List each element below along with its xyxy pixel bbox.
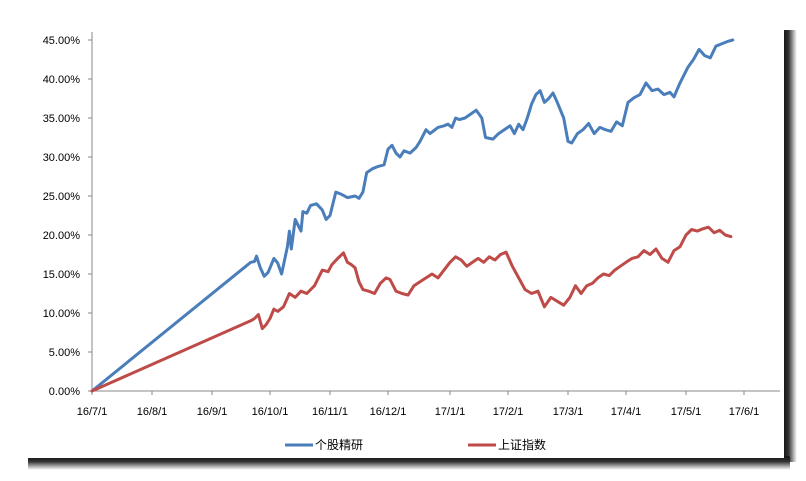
y-tick-label: 20.00% xyxy=(43,230,81,242)
x-tick-label: 17/6/1 xyxy=(729,406,760,418)
frame-shadow-right xyxy=(783,30,797,462)
series-lines xyxy=(90,38,735,393)
x-tick-label: 17/1/1 xyxy=(435,406,466,418)
chart-card xyxy=(18,22,784,458)
x-tick-labels: 16/7/1 16/8/1 16/9/1 16/10/1 16/11/1 16/12/1 1… xyxy=(77,391,760,418)
x-tick-label: 16/12/1 xyxy=(370,406,407,418)
y-tick-label: 15.00% xyxy=(43,269,81,281)
series-line-2 xyxy=(90,225,733,393)
x-tick-label: 16/11/1 xyxy=(312,406,348,418)
x-tick-label: 17/3/1 xyxy=(553,406,584,418)
series-line-1 xyxy=(90,38,735,393)
x-tick-label: 16/10/1 xyxy=(252,406,289,418)
x-tick-label: 16/8/1 xyxy=(137,406,168,418)
y-tick-labels: 0.00% 5.00% 10.00% 15.00% 20.00% 25.00% 30.00%… xyxy=(43,35,92,398)
y-tick-label: 0.00% xyxy=(49,386,80,398)
y-tick-label: 40.00% xyxy=(43,74,81,86)
y-tick-label: 30.00% xyxy=(43,152,81,164)
x-tick-label: 16/7/1 xyxy=(77,406,108,418)
y-tick-label: 5.00% xyxy=(49,347,80,359)
x-tick-label: 17/2/1 xyxy=(493,406,524,418)
x-tick-label: 17/4/1 xyxy=(611,406,642,418)
legend-label-2: 上证指数 xyxy=(498,437,546,452)
y-tick-label: 10.00% xyxy=(43,308,81,320)
frame-shadow-bottom xyxy=(28,456,790,470)
y-tick-label: 35.00% xyxy=(43,113,81,125)
legend: 个股精研 上证指数 xyxy=(285,437,546,452)
axes xyxy=(91,32,780,392)
x-tick-label: 16/9/1 xyxy=(197,406,228,418)
y-tick-label: 25.00% xyxy=(43,191,81,203)
x-tick-label: 17/5/1 xyxy=(671,406,702,418)
legend-label-1: 个股精研 xyxy=(315,438,363,452)
y-tick-label: 45.00% xyxy=(43,35,81,47)
